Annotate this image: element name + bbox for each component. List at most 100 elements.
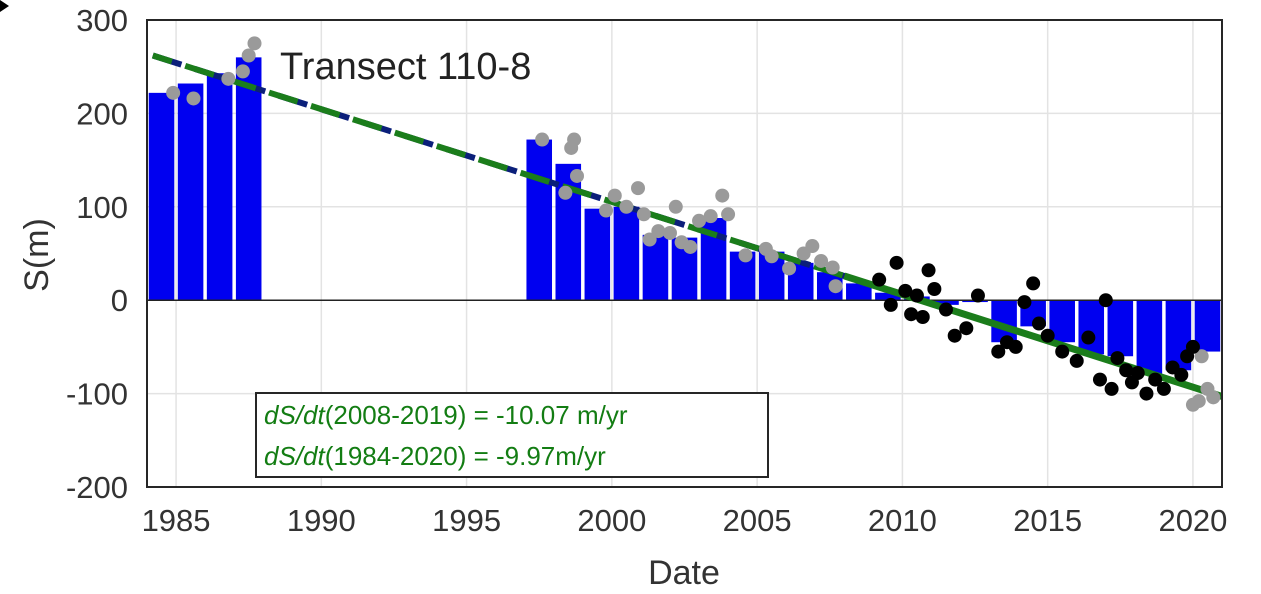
black-point — [1040, 328, 1055, 343]
rate-annotation-box: dS/dt(2008-2019) = -10.07 m/yr dS/dt(198… — [255, 392, 769, 478]
gray-point — [570, 168, 584, 183]
bars — [148, 57, 1221, 375]
y-tick-label: 100 — [76, 190, 128, 225]
x-axis-label: Date — [648, 554, 720, 592]
gray-point — [828, 279, 843, 294]
bar — [1078, 300, 1105, 355]
x-tick-label: 1985 — [142, 503, 211, 538]
bar — [1107, 300, 1134, 357]
black-point — [970, 288, 985, 303]
black-point — [1130, 366, 1145, 381]
gray-point — [631, 181, 646, 196]
black-point — [1055, 344, 1070, 359]
gray-point — [715, 188, 730, 203]
bar — [526, 139, 553, 301]
gray-point — [782, 261, 797, 276]
gray-point — [764, 249, 779, 264]
gray-point — [221, 71, 236, 86]
gray-point — [235, 64, 250, 79]
black-point — [1139, 386, 1154, 401]
x-tick-label: 1990 — [287, 503, 356, 538]
gray-point — [668, 199, 683, 214]
black-point — [921, 263, 936, 278]
bar — [613, 206, 640, 301]
y-tick-label: 200 — [76, 96, 128, 131]
black-point — [1017, 295, 1032, 310]
black-point — [1110, 351, 1125, 366]
chart-title: Transect 110-8 — [280, 46, 531, 88]
black-point — [1069, 353, 1084, 368]
gray-point — [247, 36, 262, 51]
black-point — [1119, 363, 1134, 378]
gray-point — [662, 225, 677, 240]
gray-point — [651, 224, 666, 239]
observation-points — [166, 36, 1221, 412]
y-tick-label: -100 — [66, 377, 128, 412]
gray-point — [814, 253, 829, 268]
black-point — [1008, 339, 1023, 354]
gray-point — [825, 260, 840, 275]
gray-point — [535, 132, 550, 147]
gray-point — [703, 209, 718, 224]
y-tick-label: 300 — [76, 3, 128, 38]
black-point — [898, 283, 913, 298]
black-point — [938, 302, 953, 317]
black-point — [991, 344, 1006, 359]
gray-point — [636, 207, 651, 222]
gray-point — [721, 207, 736, 222]
bar — [846, 283, 872, 301]
x-tick-label: 1995 — [432, 503, 501, 538]
black-point — [872, 272, 887, 287]
black-point — [1031, 316, 1046, 331]
black-point — [909, 288, 924, 303]
black-point — [1026, 276, 1041, 291]
cursor-arrow-icon — [0, 0, 9, 12]
bar — [148, 92, 175, 301]
black-point — [889, 255, 904, 270]
gray-point — [567, 132, 582, 147]
gray-point — [166, 85, 181, 100]
annotation-recent-rate: dS/dt(2008-2019) = -10.07 m/yr — [264, 400, 628, 430]
gray-point — [558, 185, 573, 200]
black-point — [927, 281, 942, 296]
gray-point — [683, 239, 698, 254]
bar — [555, 163, 582, 301]
x-tick-label: 2005 — [723, 503, 792, 538]
x-tick-label: 2010 — [868, 503, 937, 538]
y-axis-label: S(m) — [18, 218, 56, 292]
x-tick-label: 2015 — [1013, 503, 1082, 538]
y-tick-label: 0 — [111, 283, 128, 318]
gray-point — [619, 199, 634, 214]
black-point — [904, 307, 919, 322]
gray-point — [805, 239, 820, 254]
x-tick-label: 2020 — [1158, 503, 1227, 538]
black-point — [1148, 372, 1163, 387]
gray-point — [599, 203, 614, 218]
gray-point — [607, 188, 622, 203]
bar — [1136, 300, 1163, 375]
black-point — [1156, 381, 1171, 396]
gray-point — [1191, 394, 1206, 409]
black-point — [915, 310, 930, 325]
gray-point — [1206, 390, 1221, 405]
black-point — [959, 321, 974, 336]
bar — [1194, 300, 1221, 352]
bar — [177, 83, 204, 301]
bar — [206, 73, 233, 301]
x-tick-labels: 1985 1990 1995 2000 2005 2010 2015 2020 — [142, 503, 1228, 538]
gray-point — [692, 213, 707, 228]
gray-point — [241, 48, 256, 63]
x-tick-label: 2000 — [577, 503, 646, 538]
bar — [235, 57, 262, 301]
gray-point — [186, 91, 201, 106]
bar — [584, 208, 611, 301]
black-point — [1174, 367, 1189, 382]
bar — [875, 292, 901, 301]
plot-frame — [146, 19, 1223, 488]
black-point — [883, 297, 898, 312]
annotation-long-rate: dS/dt(1984-2020) = -9.97m/yr — [264, 441, 606, 471]
gray-point — [1194, 349, 1209, 364]
gray-point — [642, 232, 657, 247]
black-point — [1081, 330, 1096, 345]
